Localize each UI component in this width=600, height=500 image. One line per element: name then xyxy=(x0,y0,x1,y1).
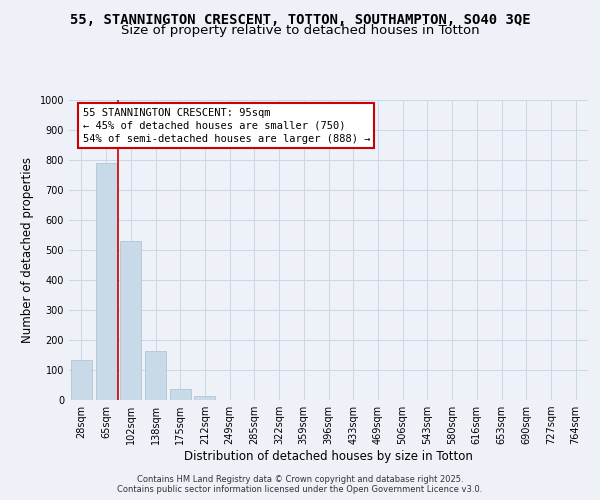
Bar xyxy=(194,396,215,400)
Text: 55, STANNINGTON CRESCENT, TOTTON, SOUTHAMPTON, SO40 3QE: 55, STANNINGTON CRESCENT, TOTTON, SOUTHA… xyxy=(70,12,530,26)
Y-axis label: Number of detached properties: Number of detached properties xyxy=(21,157,34,343)
Text: 55 STANNINGTON CRESCENT: 95sqm
← 45% of detached houses are smaller (750)
54% of: 55 STANNINGTON CRESCENT: 95sqm ← 45% of … xyxy=(83,108,370,144)
Text: Contains public sector information licensed under the Open Government Licence v3: Contains public sector information licen… xyxy=(118,485,482,494)
X-axis label: Distribution of detached houses by size in Totton: Distribution of detached houses by size … xyxy=(184,450,473,463)
Bar xyxy=(71,360,92,400)
Text: Contains HM Land Registry data © Crown copyright and database right 2025.: Contains HM Land Registry data © Crown c… xyxy=(137,475,463,484)
Text: Size of property relative to detached houses in Totton: Size of property relative to detached ho… xyxy=(121,24,479,37)
Bar xyxy=(95,163,116,400)
Bar xyxy=(145,352,166,400)
Bar xyxy=(170,388,191,400)
Bar xyxy=(120,241,141,400)
